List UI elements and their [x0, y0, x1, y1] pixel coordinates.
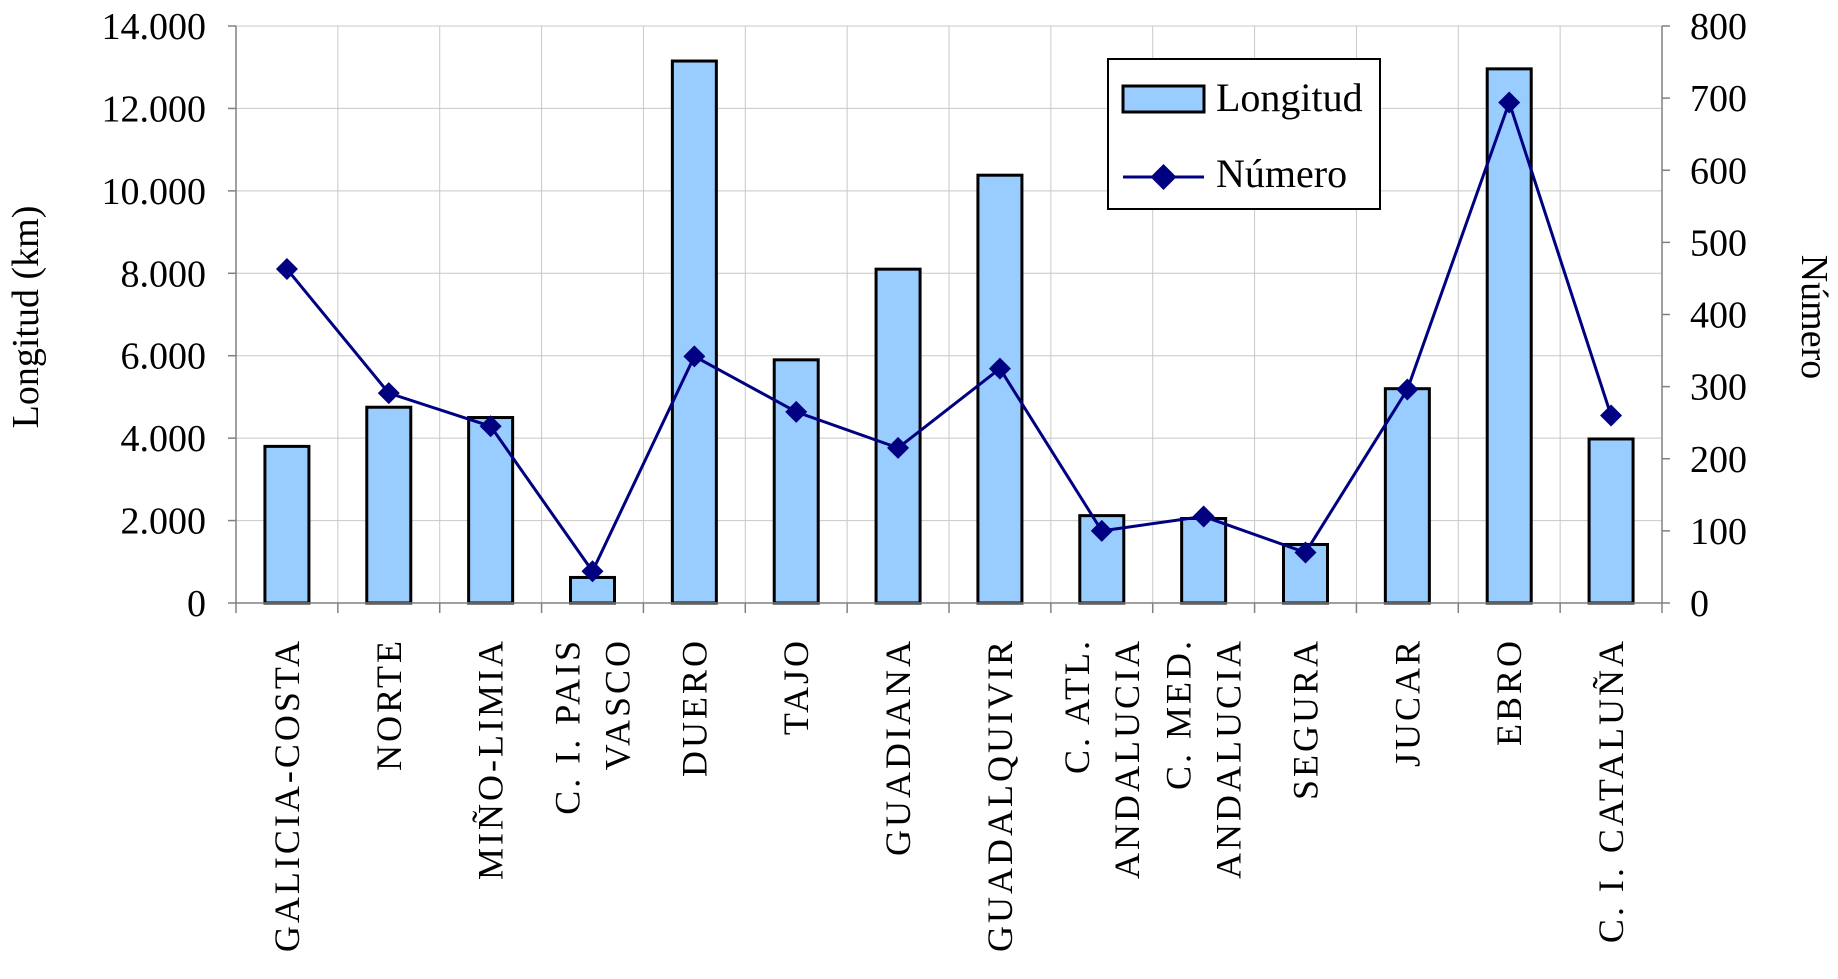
category-label: MIÑO-LIMIA [471, 638, 511, 880]
y2-tick-label: 800 [1690, 6, 1747, 48]
gridlines [235, 25, 1663, 604]
category-label: ANDALUCIA [1107, 638, 1147, 879]
legend-label-numero: Número [1216, 151, 1347, 196]
category-label: EBRO [1489, 638, 1529, 746]
bar [1180, 517, 1228, 605]
y-tick-label: 4.000 [121, 418, 207, 460]
numero-point [1498, 91, 1521, 114]
y2-tick-label: 300 [1690, 367, 1747, 409]
category-label: C. ATL. [1057, 638, 1097, 774]
category-label: VASCO [598, 638, 638, 770]
category-label: C. I. PAIS [548, 638, 588, 815]
y-tick-label: 10.000 [102, 171, 207, 213]
y2-tick-label: 700 [1690, 78, 1747, 120]
bar [467, 416, 515, 605]
category-label: GUADALQUIVIR [980, 638, 1020, 952]
y2-tick-label: 200 [1690, 439, 1747, 481]
bar [1383, 387, 1431, 605]
numero-point [988, 357, 1011, 380]
category-label: C. MED. [1159, 638, 1199, 790]
bar [772, 358, 820, 605]
left-axis-ticks: 0 2.000 4.000 6.000 8.000 10.000 12.000 14.000 [102, 6, 207, 625]
numero-point [275, 258, 298, 281]
numero-point [1294, 541, 1317, 564]
numero-point [1396, 378, 1419, 401]
y2-tick-label: 0 [1690, 583, 1709, 625]
legend-label-longitud: Longitud [1216, 75, 1363, 120]
y2-tick-label: 100 [1690, 511, 1747, 553]
category-label: JUCAR [1387, 638, 1427, 767]
line-series [275, 91, 1623, 583]
y2-tick-label: 400 [1690, 295, 1747, 337]
numero-point [581, 560, 604, 583]
numero-point [479, 415, 502, 438]
category-label: DUERO [674, 638, 714, 777]
category-label: C. I. CATALUÑA [1591, 638, 1631, 943]
bar [365, 405, 413, 605]
category-label: SEGURA [1286, 638, 1326, 800]
bar [1587, 437, 1635, 605]
numero-point [1600, 404, 1623, 427]
y-axis-title: Longitud (km) [5, 206, 47, 429]
legend: Longitud Número [1107, 58, 1381, 210]
y2-axis-title: Número [1793, 255, 1835, 380]
y2-tick-label: 500 [1690, 222, 1747, 264]
category-label: GUADIANA [878, 638, 918, 856]
y-tick-label: 14.000 [102, 6, 207, 48]
bar [976, 173, 1024, 605]
y-tick-label: 2.000 [121, 501, 207, 543]
y-tick-label: 8.000 [121, 253, 207, 295]
numero-series-line [285, 97, 1613, 575]
bar [263, 444, 311, 605]
category-label: GALICIA-COSTA [267, 638, 307, 952]
numero-point [1192, 505, 1215, 528]
y-tick-label: 6.000 [121, 336, 207, 378]
category-label: TAJO [776, 638, 816, 735]
category-label: ANDALUCIA [1209, 638, 1249, 879]
axes [228, 25, 1670, 613]
category-labels: GALICIA-COSTA NORTE MIÑO-LIMIA C. I. PAIS VA… [267, 638, 1631, 952]
numero-point [887, 436, 910, 459]
category-label: NORTE [369, 638, 409, 771]
y-tick-label: 12.000 [102, 88, 207, 130]
numero-point [683, 345, 706, 368]
right-axis-ticks: 0 100 200 300 400 500 600 700 800 [1690, 6, 1747, 625]
legend-swatch-longitud [1121, 84, 1206, 114]
legend-box [1107, 58, 1381, 210]
numero-point [1090, 519, 1113, 542]
numero-point [377, 382, 400, 405]
numero-point [785, 400, 808, 423]
y-tick-label: 0 [187, 583, 206, 625]
bar [670, 59, 718, 605]
legend-swatch-numero-marker [1150, 164, 1177, 190]
y2-tick-label: 600 [1690, 150, 1747, 192]
